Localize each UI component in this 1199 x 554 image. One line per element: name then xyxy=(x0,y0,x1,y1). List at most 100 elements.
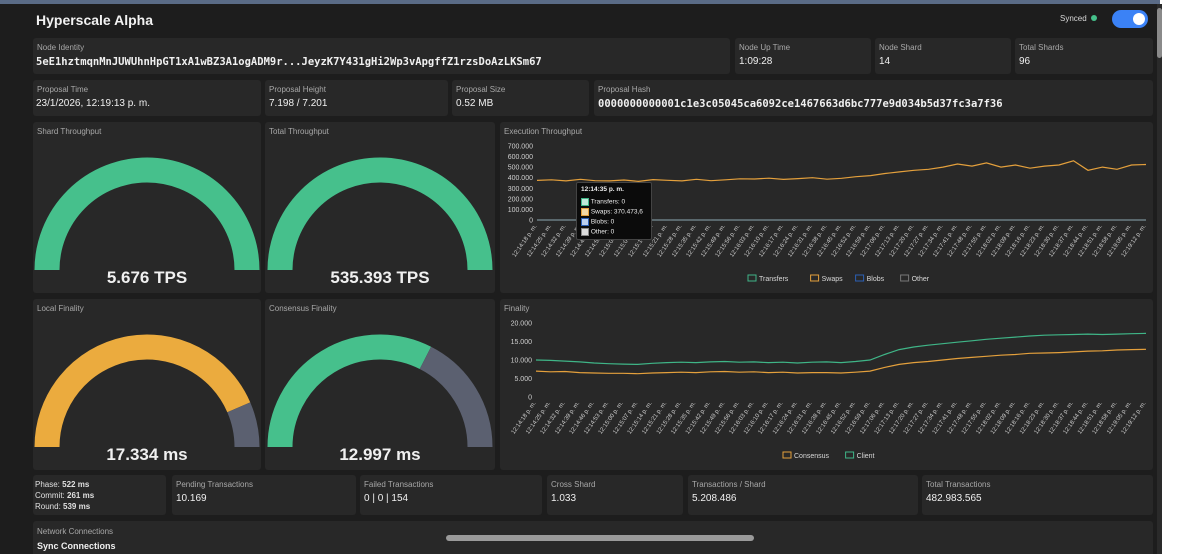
node-uptime-value: 1:09:28 xyxy=(739,56,773,67)
chart-tooltip: 12:14:35 p. m. Transfers: 0 Swaps: 370.4… xyxy=(576,182,652,240)
vertical-scrollbar[interactable] xyxy=(1157,4,1162,554)
tooltip-blobs: Blobs: 0 xyxy=(590,218,615,226)
legend-swatch-icon[interactable] xyxy=(855,274,865,282)
execution-throughput-card: Execution Throughput 700.000 600.000 500.0… xyxy=(500,122,1153,293)
consensus-finality-card: Consensus Finality 12.997 ms xyxy=(265,299,495,470)
tooltip-row: Other: 0 xyxy=(581,228,614,236)
commit-label: Commit: xyxy=(35,491,65,500)
legend-item-client[interactable]: Client xyxy=(857,453,875,460)
round-label: Round: xyxy=(35,502,61,511)
proposal-time-label: Proposal Time xyxy=(37,85,89,94)
legend-swatch-icon[interactable] xyxy=(810,274,820,282)
legend-item-consensus[interactable]: Consensus xyxy=(794,453,830,460)
commit-row: Commit: 261 ms xyxy=(35,491,94,500)
gauge-fill xyxy=(34,157,260,271)
page-title: Hyperscale Alpha xyxy=(36,12,153,28)
local-finality-value: 17.334 ms xyxy=(106,445,188,464)
tooltip-other: Other: 0 xyxy=(590,228,615,236)
node-uptime-label: Node Up Time xyxy=(739,43,791,52)
node-identity-value: 5eE1hztmqnMnJUWUhnHpGT1xA1wBZ3A1ogADM9r.… xyxy=(36,56,542,68)
proposal-size-label: Proposal Size xyxy=(456,85,506,94)
pending-transactions-value: 10.169 xyxy=(176,493,207,504)
y-tick-label: 600.000 xyxy=(508,154,533,161)
toggle-knob xyxy=(1133,13,1145,25)
legend-swatch-icon[interactable] xyxy=(782,451,792,459)
commit-value: 261 ms xyxy=(67,491,95,500)
sync-toggle[interactable] xyxy=(1112,10,1148,28)
legend-item-other[interactable]: Other xyxy=(912,276,930,283)
failed-transactions-label: Failed Transactions xyxy=(364,480,434,489)
execution-throughput-title: Execution Throughput xyxy=(504,127,583,136)
legend-item-swaps[interactable]: Swaps xyxy=(822,276,844,283)
tooltip-row: Blobs: 0 xyxy=(581,218,614,226)
gauge-fill xyxy=(267,334,432,448)
legend-item-transfers[interactable]: Transfers xyxy=(759,276,789,283)
node-identity-card: Node Identity 5eE1hztmqnMnJUWUhnHpGT1xA1… xyxy=(33,38,730,74)
node-shard-card: Node Shard 14 xyxy=(875,38,1011,74)
legend-item-blobs[interactable]: Blobs xyxy=(867,276,885,283)
cross-shard-card: Cross Shard 1.033 xyxy=(547,475,683,515)
y-tick-label: 500.000 xyxy=(508,165,533,172)
y-tick-label: 15.000 xyxy=(511,339,533,346)
sync-connections-label: Sync Connections xyxy=(37,541,116,551)
total-shards-label: Total Shards xyxy=(1019,43,1064,52)
phase-label: Phase: xyxy=(35,480,60,489)
proposal-height-value: 7.198 / 7.201 xyxy=(269,98,328,109)
total-shards-card: Total Shards 96 xyxy=(1015,38,1153,74)
series-line-consensus xyxy=(535,348,1147,375)
transactions-per-shard-label: Transactions / Shard xyxy=(692,480,766,489)
timing-card: Phase: 522 ms Commit: 261 ms Round: 539 … xyxy=(33,475,166,515)
node-uptime-card: Node Up Time 1:09:28 xyxy=(735,38,871,74)
node-shard-value: 14 xyxy=(879,56,891,67)
proposal-hash-card: Proposal Hash 0000000000001c1e3c05045ca6… xyxy=(594,80,1153,116)
tooltip-row: Swaps: 370.473,6 xyxy=(581,208,643,216)
window-top-border xyxy=(0,0,1199,4)
total-transactions-value: 482.983.565 xyxy=(926,493,982,504)
tooltip-swaps: Swaps: 370.473,6 xyxy=(590,208,643,216)
legend-swatch-icon[interactable] xyxy=(845,451,855,459)
local-finality-label: Local Finality xyxy=(37,304,84,313)
legend-swatch-icon[interactable] xyxy=(747,274,757,282)
total-throughput-label: Total Throughput xyxy=(269,127,329,136)
transactions-per-shard-value: 5.208.486 xyxy=(692,493,737,504)
y-tick-label: 20.000 xyxy=(511,321,533,328)
round-value: 539 ms xyxy=(63,502,91,511)
proposal-time-value: 23/1/2026, 12:19:13 p. m. xyxy=(36,98,150,109)
tooltip-transfers: Transfers: 0 xyxy=(590,198,626,206)
window-gutter xyxy=(1160,0,1199,554)
series-line-client xyxy=(535,332,1147,366)
failed-transactions-card: Failed Transactions 0 | 0 | 154 xyxy=(360,475,542,515)
total-throughput-card: Total Throughput 535.393 TPS xyxy=(265,122,495,293)
pending-transactions-label: Pending Transactions xyxy=(176,480,253,489)
consensus-finality-gauge xyxy=(267,334,493,448)
phase-value: 522 ms xyxy=(62,480,90,489)
pending-transactions-card: Pending Transactions 10.169 xyxy=(172,475,356,515)
node-identity-label: Node Identity xyxy=(37,43,85,52)
node-shard-label: Node Shard xyxy=(879,43,922,52)
y-tick-label: 5.000 xyxy=(514,376,532,383)
proposal-size-value: 0.52 MB xyxy=(456,98,494,109)
cross-shard-label: Cross Shard xyxy=(551,480,596,489)
shard-throughput-card: Shard Throughput 5.676 TPS xyxy=(33,122,261,293)
horizontal-scrollbar-thumb[interactable] xyxy=(446,535,754,541)
round-row: Round: 539 ms xyxy=(35,502,90,511)
legend-swatch-icon[interactable] xyxy=(900,274,910,282)
other-swatch-icon xyxy=(581,228,589,236)
proposal-time-card: Proposal Time 23/1/2026, 12:19:13 p. m. xyxy=(33,80,261,116)
y-tick-label: 300.000 xyxy=(508,186,533,193)
total-transactions-card: Total Transactions 482.983.565 xyxy=(922,475,1153,515)
y-tick-label: 700.000 xyxy=(508,144,533,151)
vertical-scrollbar-thumb[interactable] xyxy=(1157,8,1162,58)
cross-shard-value: 1.033 xyxy=(551,493,577,504)
tooltip-row: Transfers: 0 xyxy=(581,198,625,206)
total-throughput-gauge xyxy=(267,157,493,271)
tooltip-time: 12:14:35 p. m. xyxy=(581,186,624,193)
proposal-height-card: Proposal Height 7.198 / 7.201 xyxy=(265,80,448,116)
gauge-remainder xyxy=(227,402,260,448)
consensus-finality-label: Consensus Finality xyxy=(269,304,337,313)
y-tick-label: 10.000 xyxy=(511,358,533,365)
proposal-size-card: Proposal Size 0.52 MB xyxy=(452,80,589,116)
local-finality-card: Local Finality 17.334 ms xyxy=(33,299,261,470)
transactions-per-shard-card: Transactions / Shard 5.208.486 xyxy=(688,475,918,515)
series-line-swaps xyxy=(536,160,1147,183)
